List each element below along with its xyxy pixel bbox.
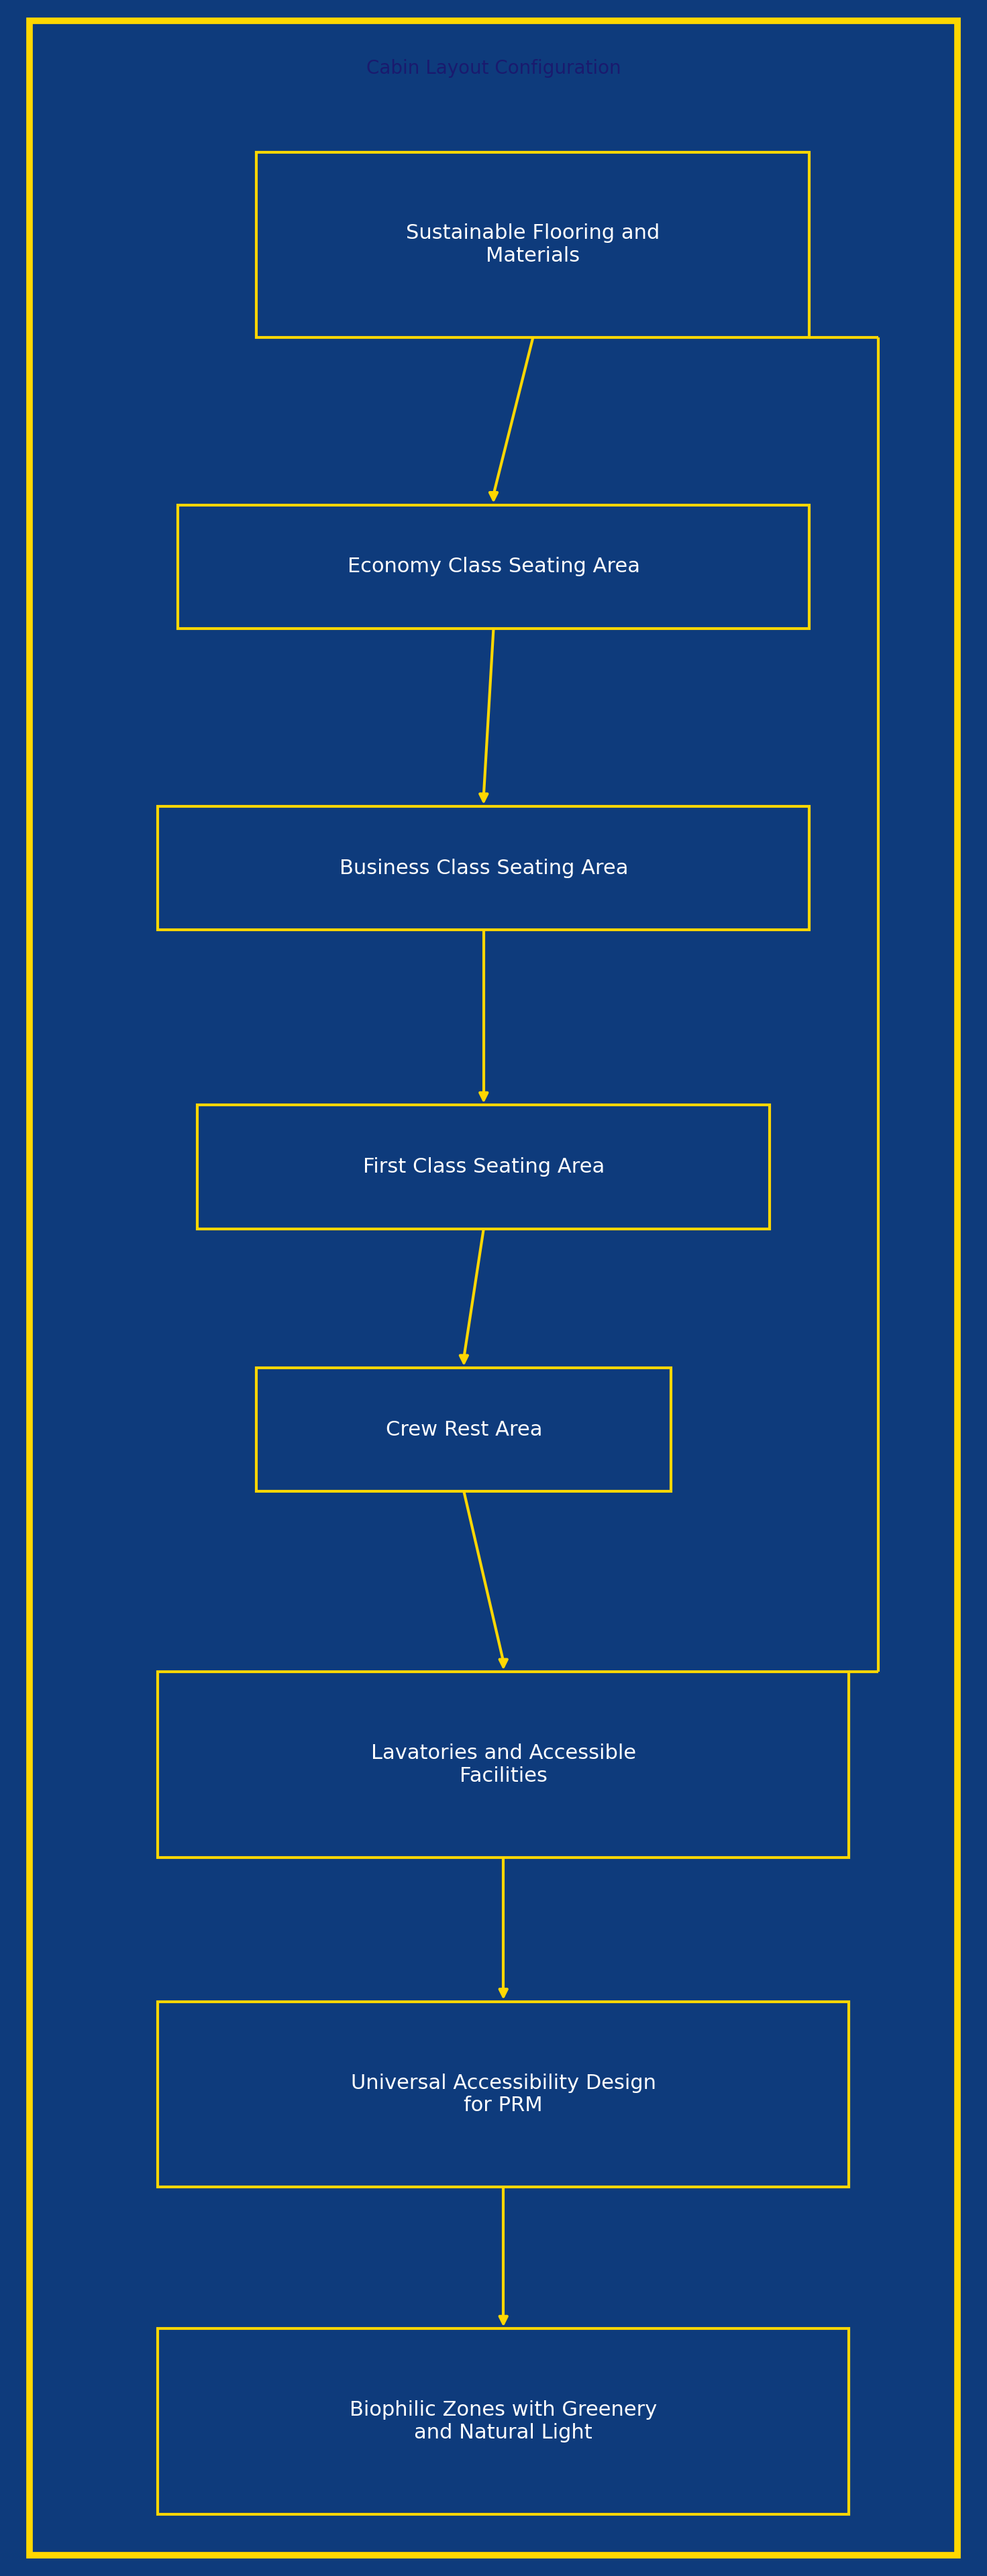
Bar [257,152,809,337]
Text: Business Class Seating Area: Business Class Seating Area [340,858,628,878]
Text: Biophilic Zones with Greenery
and Natural Light: Biophilic Zones with Greenery and Natura… [349,2401,657,2442]
Bar [158,2002,849,2187]
Text: Cabin Layout Configuration: Cabin Layout Configuration [366,59,621,77]
Bar [178,505,809,629]
Text: Lavatories and Accessible
Facilities: Lavatories and Accessible Facilities [371,1744,636,1785]
Text: Economy Class Seating Area: Economy Class Seating Area [347,556,640,577]
Text: First Class Seating Area: First Class Seating Area [363,1157,604,1177]
Bar [158,1672,849,1857]
Bar [158,2329,849,2514]
Bar [257,1368,671,1492]
Bar [197,1105,770,1229]
Text: Crew Rest Area: Crew Rest Area [386,1419,542,1440]
Text: Sustainable Flooring and
Materials: Sustainable Flooring and Materials [406,224,660,265]
Text: Universal Accessibility Design
for PRM: Universal Accessibility Design for PRM [350,2074,656,2115]
Bar [158,806,809,930]
